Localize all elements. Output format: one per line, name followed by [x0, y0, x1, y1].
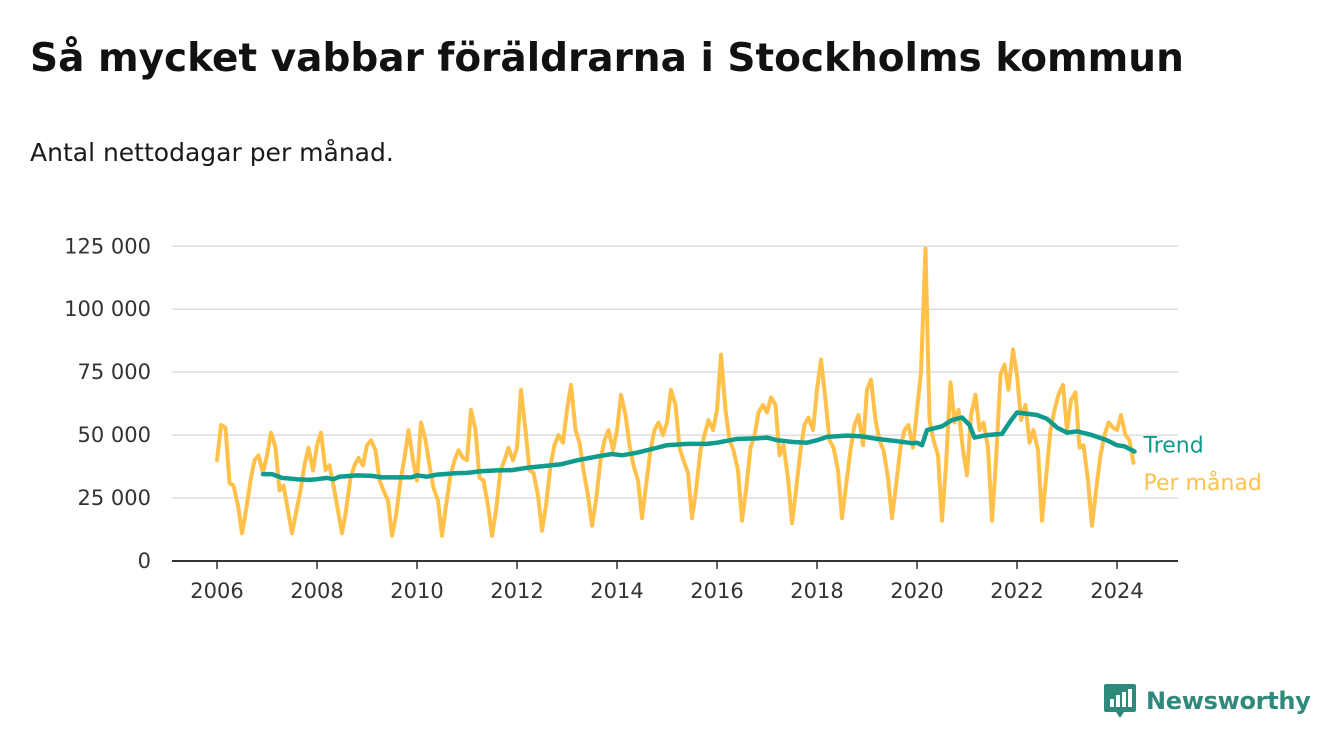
chart-subtitle: Antal nettodagar per månad.: [30, 138, 394, 167]
x-tick-label: 2022: [990, 579, 1043, 603]
x-tick-label: 2006: [190, 579, 243, 603]
newsworthy-logo-icon: [1104, 683, 1136, 718]
y-tick-label: 50 000: [78, 423, 151, 447]
series-labels: Trend Per månad: [1143, 433, 1262, 495]
y-tick-label: 25 000: [78, 486, 151, 510]
y-axis-tick-labels: 0 25 000 50 000 75 000 100 000 125 000: [64, 234, 151, 573]
chart-title: Så mycket vabbar föräldrarna i Stockholm…: [30, 36, 1184, 81]
x-tick-label: 2010: [390, 579, 443, 603]
y-tick-label: 125 000: [64, 234, 151, 258]
y-tick-label: 75 000: [78, 360, 151, 384]
x-tick-label: 2008: [290, 579, 343, 603]
x-tick-label: 2020: [890, 579, 943, 603]
y-tick-label: 0: [138, 549, 151, 573]
monthly-line: [215, 246, 1136, 538]
x-tick-label: 2018: [790, 579, 843, 603]
monthly-series-label: Per månad: [1144, 470, 1262, 496]
trend-line: [260, 410, 1137, 483]
newsworthy-brand[interactable]: Newsworthy: [1103, 683, 1311, 719]
x-tick-label: 2016: [690, 579, 743, 603]
x-tick-label: 2014: [590, 579, 643, 603]
y-tick-label: 100 000: [64, 297, 151, 321]
trend-series-label: Trend: [1143, 433, 1204, 458]
newsworthy-brand-name: Newsworthy: [1146, 687, 1311, 715]
x-tick-label: 2024: [1090, 579, 1143, 603]
x-axis: 2006 2008 2010 2012 2014 2016 2018 2020 2022 2024: [172, 560, 1178, 603]
series-lines: [215, 246, 1137, 538]
x-tick-label: 2012: [490, 579, 543, 603]
